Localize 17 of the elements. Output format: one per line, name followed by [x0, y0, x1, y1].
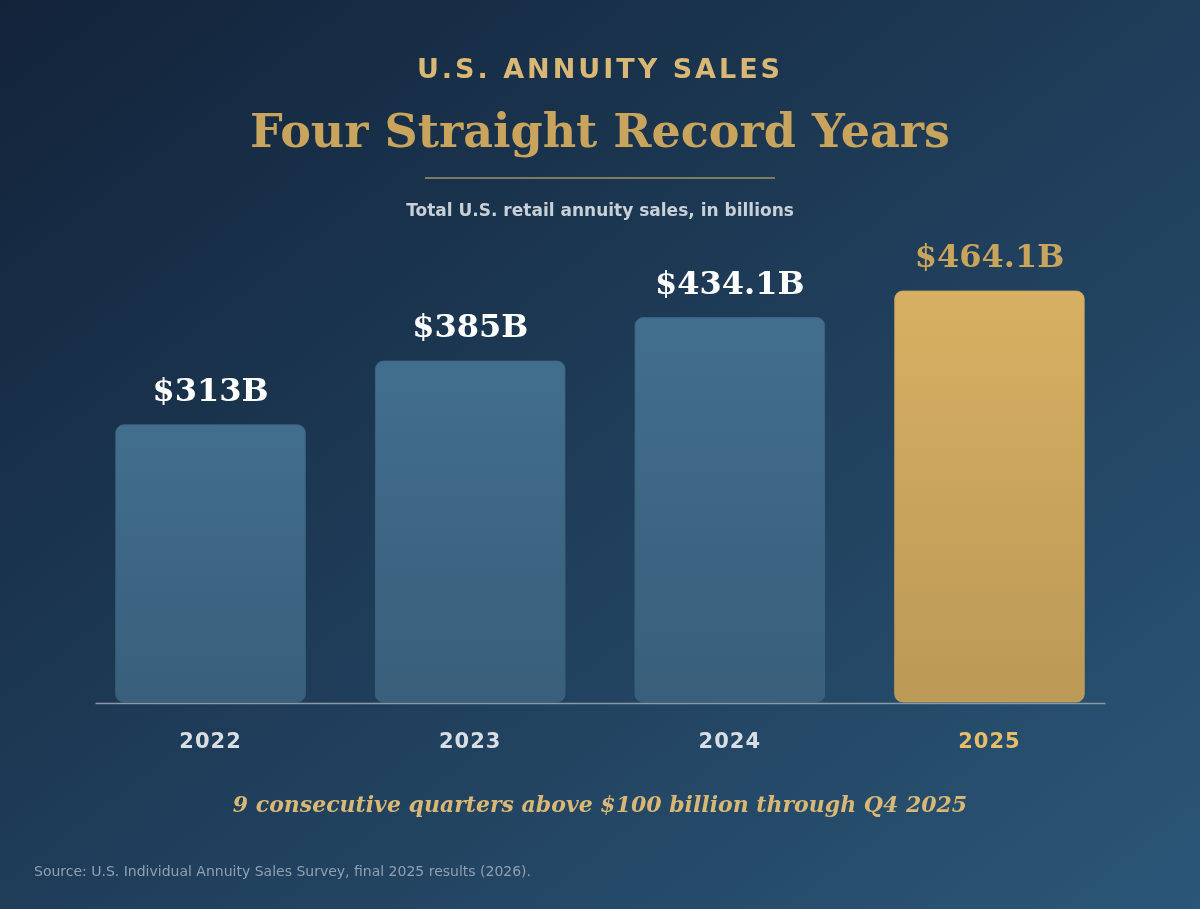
- data-label: $385B: [412, 307, 529, 346]
- bar: [894, 290, 1085, 703]
- bar: [115, 424, 306, 703]
- x-tick-label: 2022: [179, 728, 242, 753]
- source-note: Source: U.S. Individual Annuity Sales Survey, final 2025 results (2026).: [34, 863, 532, 879]
- x-tick-label: 2025: [958, 728, 1021, 753]
- bar: [634, 317, 826, 703]
- data-label: $464.1B: [914, 237, 1065, 275]
- data-label: $313B: [152, 370, 269, 409]
- bar: [374, 360, 566, 703]
- text: 9 consecutive quarters above $100 billion through Q4 2025: [232, 791, 968, 817]
- chart-title: U.S. ANNUITY SALES: [416, 53, 784, 84]
- x-tick-label: 2023: [438, 728, 502, 753]
- x-tick-label: 2024: [698, 728, 762, 753]
- data-label: $434.1B: [655, 263, 805, 302]
- text: Total U.S. retail annuity sales, in billions: [406, 200, 794, 220]
- chart-subtitle: Four Straight Record Years: [249, 104, 951, 158]
